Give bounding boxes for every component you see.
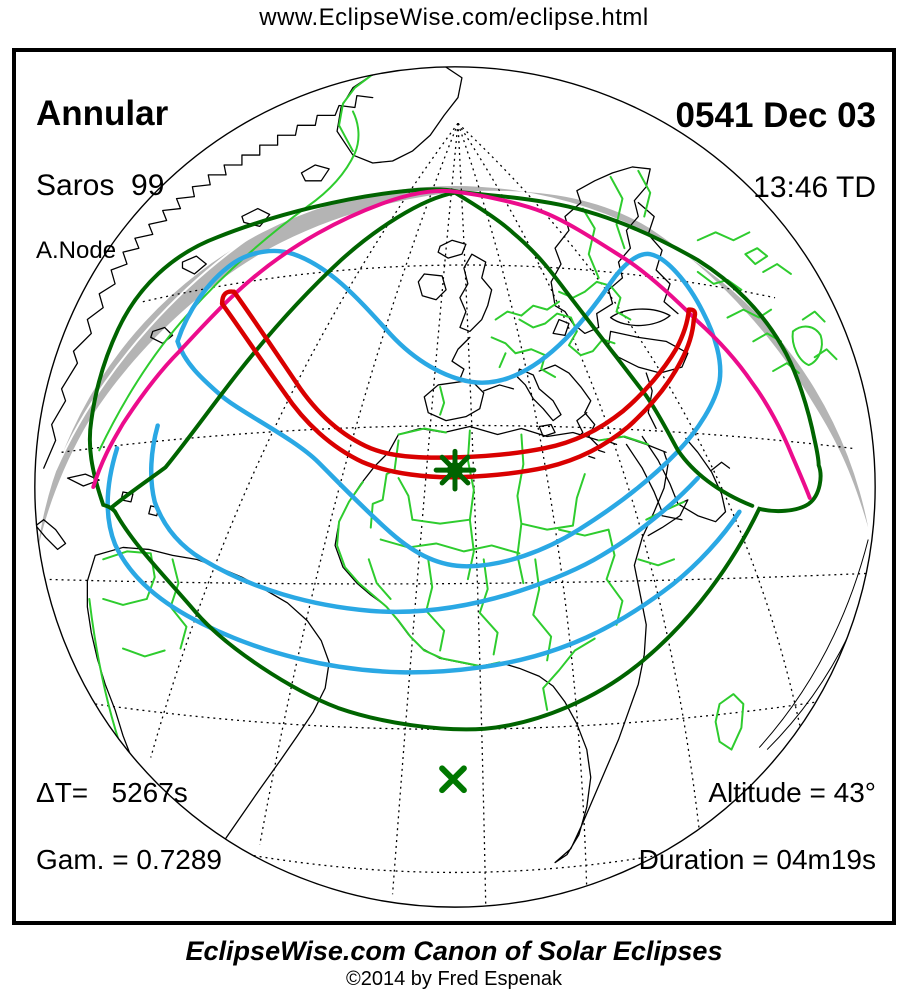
- globe-outline: [34, 66, 876, 908]
- altitude-block: Altitude = 43° Duration = 04m19s: [639, 741, 876, 911]
- greatest-eclipse-marker: [433, 448, 477, 492]
- eclipse-date-block: 0541 Dec 03 13:46 TD: [676, 60, 876, 240]
- altitude-value: Altitude = 43°: [708, 776, 876, 808]
- canon-title: EclipseWise.com Canon of Solar Eclipses: [185, 936, 723, 966]
- central-path: [219, 289, 698, 480]
- delta-t-block: ΔT= 5267s Gam. = 0.7289: [36, 741, 222, 911]
- eclipse-type-block: Annular Saros 99 A.Node: [36, 58, 168, 301]
- duration-value: Duration = 04m19s: [638, 843, 876, 875]
- node-label: A.Node: [36, 237, 117, 265]
- coastlines: [35, 66, 731, 907]
- eclipse-map: [34, 66, 876, 908]
- terminator-limb-arc: [758, 539, 869, 748]
- sub-solar-point-marker: [439, 765, 467, 794]
- eclipse-type-label: Annular: [36, 93, 169, 133]
- magnitude-isolines: [105, 248, 742, 675]
- copyright: ©2014 by Fred Espenak: [346, 968, 562, 990]
- delta-t-value: ΔT= 5267s: [36, 776, 188, 808]
- terminator-white-arc-west: [54, 208, 294, 471]
- penumbra-limits: [87, 187, 823, 732]
- country-borders: [88, 74, 838, 834]
- rise-set-limit: [91, 188, 812, 500]
- terminator-limb-arc-2: [766, 608, 861, 750]
- graticule: [37, 122, 873, 905]
- eclipse-time: 13:46 TD: [753, 170, 876, 204]
- eclipse-map-panel: Annular Saros 99 A.Node 0541 Dec 03 13:4…: [12, 48, 896, 925]
- gamma-value: Gam. = 0.7289: [36, 843, 223, 875]
- site-url: www.EclipseWise.com/eclipse.html: [259, 4, 649, 31]
- saros-label: Saros 99: [36, 168, 165, 202]
- eclipse-date: 0541 Dec 03: [675, 95, 876, 135]
- terminator-white-arc-east: [637, 183, 856, 417]
